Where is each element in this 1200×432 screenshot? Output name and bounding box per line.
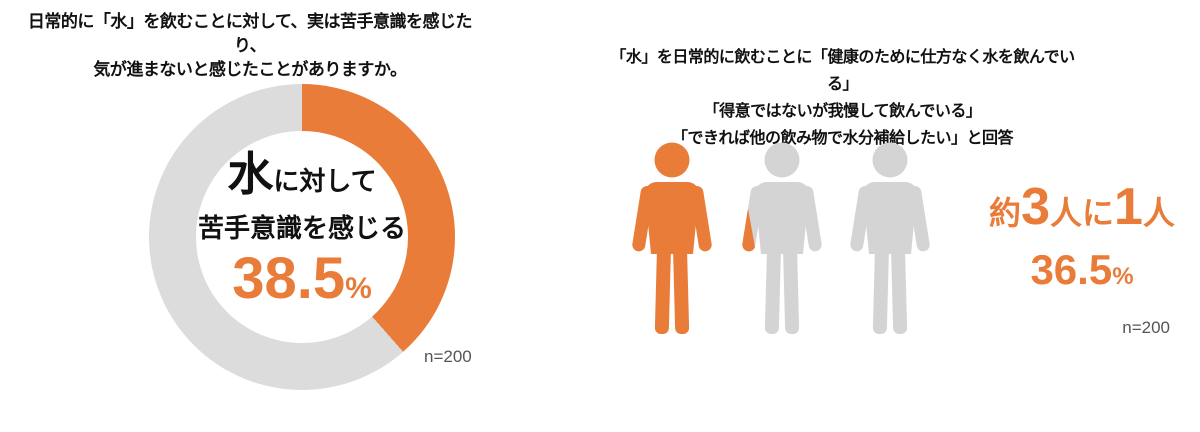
right-stats: 約3人に1人 36.5% n=200 <box>968 180 1196 338</box>
donut-center-suffix: に対して <box>273 165 377 196</box>
person-icon-2 <box>732 142 832 334</box>
left-sample-size-note: n=200 <box>424 347 472 366</box>
donut-chart: 水に対して 苦手意識を感じる 38.5% <box>149 84 455 390</box>
donut-center-label: 水に対して 苦手意識を感じる 38.5% <box>149 84 455 390</box>
left-title-line-2: 気が進まないと感じたことがありますか。 <box>93 60 407 79</box>
ratio-value-number: 36.5 <box>1030 246 1113 293</box>
ratio-value-unit: % <box>1112 263 1134 290</box>
ratio-part-3: 3 <box>1021 178 1050 236</box>
left-title-line-1: 日常的に「水」を飲むことに対して、実は苦手意識を感じたり、 <box>27 12 473 55</box>
ratio-part-1: 1 <box>1114 178 1143 236</box>
right-title-line-1: 「水」を日常的に飲むことに「健康のために仕方なく水を飲んでいる」 <box>610 49 1075 93</box>
right-title-line-3: 「できれば他の飲み物で水分補給したい」と回答 <box>671 130 1014 147</box>
donut-value: 38.5% <box>232 245 372 324</box>
donut-value-number: 38.5 <box>232 245 346 311</box>
right-chart-title: 「水」を日常的に飲むことに「健康のために仕方なく水を飲んでいる」 「得意ではない… <box>610 44 1075 152</box>
donut-center-emphasis: 水 <box>227 147 274 200</box>
ratio-label: 約3人に1人 <box>968 180 1196 247</box>
left-chart-title: 日常的に「水」を飲むことに対して、実は苦手意識を感じたり、 気が進まないと感じた… <box>15 10 485 82</box>
right-sample-size-note: n=200 <box>1122 318 1170 337</box>
donut-center-line-2: 苦手意識を感じる <box>197 212 406 243</box>
person-icon-highlighted <box>622 142 722 334</box>
ratio-part-about: 約 <box>989 195 1022 231</box>
ratio-part-nin: 人 <box>1142 195 1175 231</box>
person-icon-3 <box>840 142 940 334</box>
donut-value-unit: % <box>345 271 372 305</box>
pictogram-group <box>622 142 942 334</box>
ratio-value: 36.5% <box>968 248 1196 302</box>
right-title-line-2: 「得意ではないが我慢して飲んでいる」 <box>703 103 982 120</box>
ratio-part-nin-ni: 人に <box>1049 195 1114 231</box>
donut-center-line-1: 水に対して <box>227 151 376 209</box>
donut-hole <box>196 131 408 343</box>
